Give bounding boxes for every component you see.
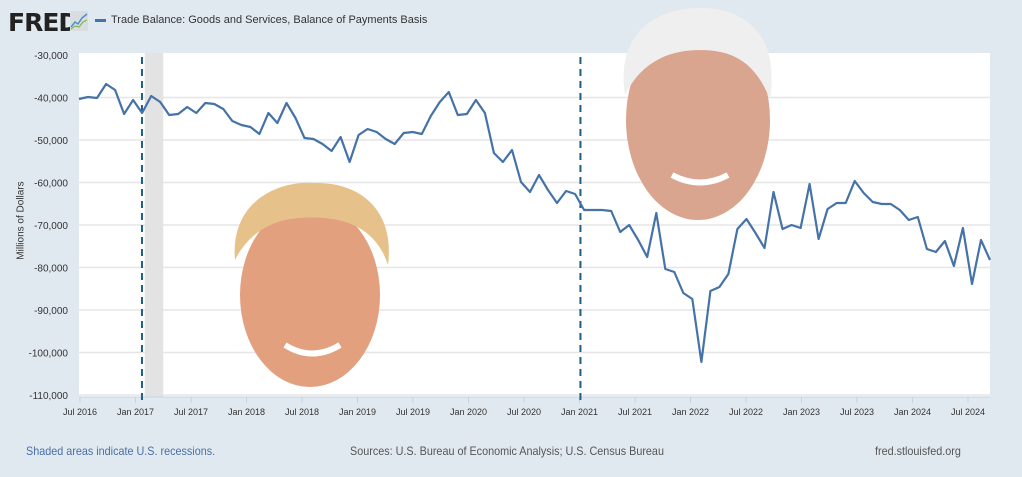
sources-note: Sources: U.S. Bureau of Economic Analysi… — [350, 444, 664, 458]
y-tick-label: -110,000 — [29, 391, 68, 402]
x-tick-label: Jul 2017 — [174, 407, 208, 417]
x-tick-label: Jul 2019 — [396, 407, 430, 417]
fred-logo[interactable]: FRED — [8, 8, 79, 37]
y-tick-label: -50,000 — [34, 136, 68, 147]
x-tick-label: Jul 2021 — [618, 407, 652, 417]
recession-note: Shaded areas indicate U.S. recessions. — [26, 444, 216, 458]
y-tick-label: -30,000 — [34, 51, 68, 62]
x-tick-label: Jul 2024 — [951, 407, 985, 417]
face-overlay-left — [234, 182, 389, 387]
site-link[interactable]: fred.stlouisfed.org — [875, 444, 961, 458]
x-tick-label: Jan 2019 — [339, 407, 376, 417]
x-tick-label: Jan 2020 — [450, 407, 487, 417]
recession-shade — [144, 53, 164, 397]
x-tick-label: Jan 2018 — [228, 407, 265, 417]
x-tick-label: Jan 2024 — [894, 407, 931, 417]
y-tick-label: -40,000 — [34, 94, 68, 105]
chart-legend: Trade Balance: Goods and Services, Balan… — [95, 14, 427, 26]
legend-label: Trade Balance: Goods and Services, Balan… — [111, 14, 428, 26]
y-tick-label: -90,000 — [34, 306, 68, 317]
x-tick-label: Jul 2018 — [285, 407, 319, 417]
y-tick-label: -60,000 — [34, 179, 68, 190]
x-tick-label: Jan 2022 — [672, 407, 709, 417]
y-axis-label: Millions of Dollars — [15, 181, 27, 260]
x-tick-label: Jan 2023 — [783, 407, 820, 417]
x-tick-label: Jul 2016 — [63, 407, 97, 417]
series-line — [78, 82, 992, 364]
x-tick-label: Jan 2017 — [117, 407, 154, 417]
x-tick-label: Jul 2023 — [840, 407, 874, 417]
legend-swatch — [95, 18, 106, 22]
x-tick-label: Jan 2021 — [561, 407, 598, 417]
x-tick-label: Jul 2020 — [507, 407, 541, 417]
y-tick-label: -80,000 — [34, 264, 68, 275]
x-tick-label: Jul 2022 — [729, 407, 763, 417]
face-overlay-right — [623, 8, 772, 220]
chart-logo-icon — [70, 11, 88, 31]
y-tick-label: -70,000 — [34, 221, 68, 232]
y-tick-label: -100,000 — [29, 349, 69, 360]
